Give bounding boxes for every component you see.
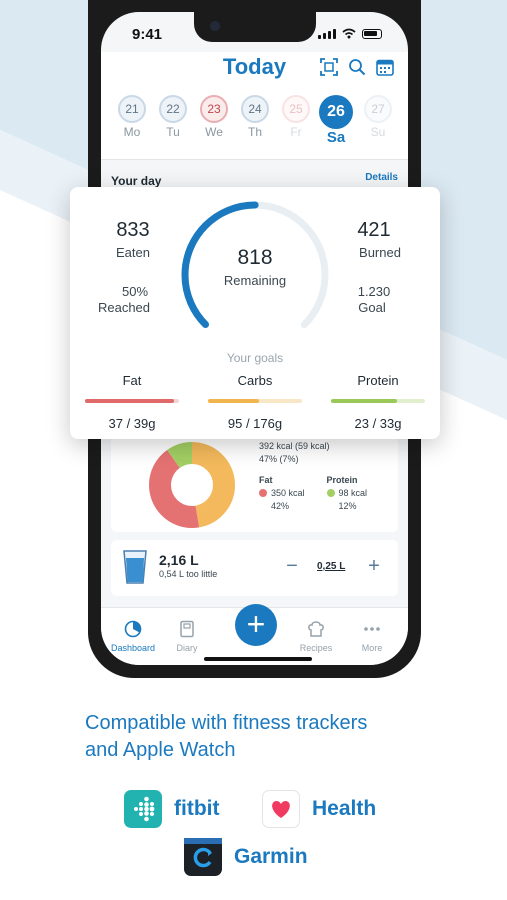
goal-carbs: Carbs 95 / 176g bbox=[200, 373, 310, 431]
goals-label: Your goals bbox=[226, 351, 284, 365]
calorie-ring bbox=[181, 201, 329, 349]
goal-label: Goal bbox=[358, 300, 386, 315]
status-time: 9:41 bbox=[132, 26, 163, 43]
goal-fat-bar bbox=[85, 399, 179, 403]
battery-icon bbox=[362, 28, 382, 39]
eaten-value: 833 bbox=[116, 219, 150, 241]
protein-kcal: 98 kcal bbox=[338, 488, 368, 498]
page-title: Today bbox=[222, 54, 287, 79]
goal-value: 1.230 bbox=[357, 284, 391, 299]
home-indicator bbox=[204, 657, 312, 661]
water-tracker-card: 2,16 L 0,54 L too little − 0,25 L + bbox=[111, 540, 398, 596]
tab-more[interactable]: More bbox=[342, 620, 402, 653]
header-actions bbox=[320, 58, 394, 76]
goal-protein-name: Protein bbox=[357, 373, 399, 388]
details-link[interactable]: Details bbox=[365, 172, 398, 183]
water-amount: 2,16 L bbox=[159, 552, 199, 568]
protein-dot bbox=[326, 489, 335, 497]
day-item[interactable]: 27 Su bbox=[361, 95, 395, 139]
brand-garmin: Garmin bbox=[184, 838, 308, 876]
water-step-amount[interactable]: 0,25 L bbox=[317, 561, 346, 572]
tab-dashboard[interactable]: Dashboard bbox=[103, 620, 163, 653]
goal-protein-bar bbox=[331, 399, 425, 403]
tab-recipes[interactable]: Recipes bbox=[286, 620, 346, 653]
goal-fat: Fat 37 / 39g bbox=[77, 373, 187, 431]
promo-line-1: Compatible with fitness trackers bbox=[85, 712, 368, 734]
water-plus-button[interactable]: + bbox=[368, 555, 380, 577]
health-label: Health bbox=[312, 797, 377, 820]
garmin-logo-icon bbox=[184, 838, 222, 876]
signal-icon bbox=[318, 28, 336, 39]
burned-value: 421 bbox=[357, 219, 391, 241]
fitbit-label: fitbit bbox=[174, 797, 220, 820]
daily-summary-card[interactable]: 833 Eaten 50% Reached 818 Remaining 421 … bbox=[70, 187, 440, 439]
more-icon bbox=[364, 627, 380, 631]
diary-icon bbox=[180, 620, 194, 638]
your-day-label: Your day bbox=[111, 174, 162, 188]
tab-diary[interactable]: Diary bbox=[157, 620, 217, 653]
goal-carbs-name: Carbs bbox=[237, 373, 273, 388]
phone-frame: 9:41 Today 21 Mo 22 Tu 23 We 24 Th 25 Fr 26 Sa… bbox=[88, 0, 421, 678]
notch bbox=[194, 12, 316, 42]
day-item-selected[interactable]: 26 Sa bbox=[319, 95, 353, 146]
garmin-label: Garmin bbox=[234, 845, 308, 868]
recipes-icon bbox=[308, 621, 324, 637]
goal-protein-value: 23 / 33g bbox=[354, 416, 402, 431]
carbs-pct: 47% (7%) bbox=[259, 454, 299, 464]
carbs-kcal: 392 kcal (59 kcal) bbox=[259, 441, 330, 451]
water-glass-icon bbox=[123, 550, 147, 584]
calendar-icon[interactable] bbox=[376, 58, 394, 76]
goal-carbs-value: 95 / 176g bbox=[227, 416, 283, 431]
goal-carbs-bar bbox=[208, 399, 302, 403]
goal-fat-value: 37 / 39g bbox=[108, 416, 156, 431]
promo-text: Compatible with fitness trackers and App… bbox=[85, 710, 425, 764]
day-item[interactable]: 21 Mo bbox=[115, 95, 149, 139]
fat-pct: 42% bbox=[271, 501, 290, 511]
goal-fat-name: Fat bbox=[122, 373, 142, 388]
day-item[interactable]: 22 Tu bbox=[156, 95, 190, 139]
eaten-label: Eaten bbox=[116, 245, 150, 260]
add-entry-button[interactable]: + bbox=[235, 604, 277, 646]
macro-donut-chart bbox=[149, 442, 235, 528]
health-logo-icon bbox=[262, 790, 300, 828]
brand-fitbit: fitbit bbox=[124, 790, 219, 828]
wifi-icon bbox=[342, 28, 356, 39]
goal-protein: Protein 23 / 33g bbox=[323, 373, 433, 431]
macro-breakdown-card[interactable]: 392 kcal (59 kcal) 47% (7%) Fat 350 kcal… bbox=[111, 436, 398, 532]
fat-kcal: 350 kcal bbox=[271, 488, 305, 498]
water-minus-button[interactable]: − bbox=[286, 555, 298, 577]
fat-dot bbox=[259, 489, 267, 497]
day-item[interactable]: 23 We bbox=[197, 95, 231, 139]
status-icons bbox=[318, 28, 382, 39]
remaining-label: Remaining bbox=[223, 273, 287, 288]
reached-pct: 50% bbox=[121, 284, 149, 299]
water-note: 0,54 L too little bbox=[159, 569, 218, 579]
reached-label: Reached bbox=[97, 300, 151, 315]
promo-line-2: and Apple Watch bbox=[85, 739, 236, 761]
phone-screen: 9:41 Today 21 Mo 22 Tu 23 We 24 Th 25 Fr 26 Sa… bbox=[101, 12, 408, 665]
macro-info: 392 kcal (59 kcal) 47% (7%) Fat 350 kcal… bbox=[259, 440, 367, 513]
tab-bar: Dashboard Diary + Recipes More bbox=[101, 604, 408, 665]
week-selector: 21 Mo 22 Tu 23 We 24 Th 25 Fr 26 Sa 27 Su bbox=[101, 90, 408, 160]
day-item[interactable]: 25 Fr bbox=[279, 95, 313, 139]
day-item[interactable]: 24 Th bbox=[238, 95, 272, 139]
protein-label: Protein bbox=[326, 475, 358, 485]
protein-pct: 12% bbox=[338, 501, 357, 511]
scan-icon[interactable] bbox=[320, 58, 338, 76]
your-day-header: Your day Details bbox=[111, 172, 398, 190]
search-icon[interactable] bbox=[348, 58, 366, 76]
fitbit-logo-icon bbox=[124, 790, 162, 828]
burned-label: Burned bbox=[359, 245, 401, 260]
fat-label: Fat bbox=[259, 475, 273, 485]
brand-health: Health bbox=[262, 790, 376, 828]
remaining-value: 818 bbox=[237, 246, 273, 269]
dashboard-icon bbox=[124, 620, 142, 638]
